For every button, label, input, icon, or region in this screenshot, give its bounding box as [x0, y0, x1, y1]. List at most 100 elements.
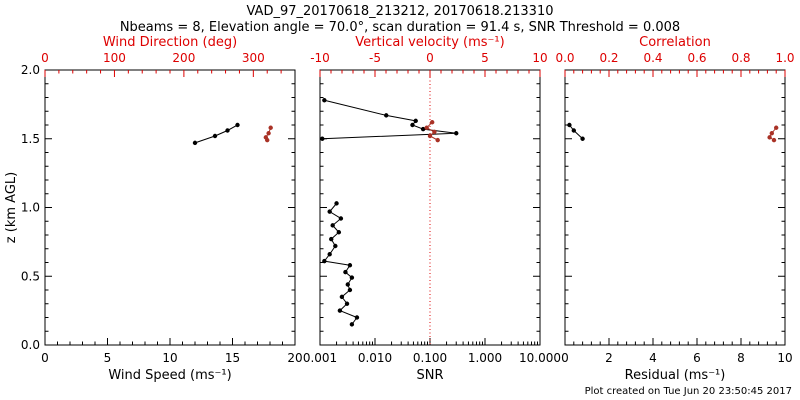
data-point	[327, 209, 332, 214]
panel-residual: 0 2 4 6 8 10 Residual (ms⁻¹) 0.0 0.2 0.4 0.6 0.8 1.0…	[555, 35, 794, 383]
y-tick-label: 2.0	[21, 63, 40, 77]
data-point	[571, 128, 576, 133]
series-residual	[567, 122, 585, 141]
data-point	[454, 131, 459, 136]
y-tick-label: 1.5	[21, 132, 40, 146]
data-point	[336, 230, 342, 235]
series-vertical-velocity	[424, 120, 440, 143]
panel-wind: 0.0 0.5 1.0 1.5 2.0 z (km AGL) 0 5 10 15 20 Wind Sp…	[4, 35, 303, 383]
data-point	[435, 137, 440, 143]
plot-created-timestamp: Plot created on Tue Jun 20 23:50:45 2017	[585, 386, 792, 397]
data-point	[424, 125, 429, 130]
data-point	[384, 113, 389, 118]
data-point	[420, 126, 426, 132]
x-tick-label: 0.001	[303, 351, 337, 365]
data-point	[427, 133, 433, 139]
x-tick-label: -10	[310, 51, 330, 65]
data-point	[354, 315, 360, 320]
bottom-axis-title: Residual (ms⁻¹)	[625, 368, 726, 383]
series-wind-speed	[192, 122, 240, 146]
data-point	[235, 122, 240, 128]
series-line	[768, 127, 777, 141]
data-point	[345, 282, 350, 287]
x-tick-label: 1.000	[468, 351, 502, 365]
y-tick-label: 0.5	[21, 269, 40, 283]
x-tick-label: 2	[605, 351, 613, 365]
data-point	[265, 137, 270, 143]
x-tick-label: 0	[41, 351, 49, 365]
series-line	[323, 203, 358, 325]
x-tick-label: 10	[532, 51, 547, 65]
x-tick-label: 0	[41, 51, 49, 65]
top-axis-title: Wind Direction (deg)	[103, 35, 237, 50]
x-tick-label: 15	[225, 351, 240, 365]
x-tick-label: 0.010	[358, 351, 392, 365]
data-point	[337, 308, 343, 313]
plot-title: VAD_97_20170618_213212, 20170618.213310	[247, 4, 554, 19]
data-point	[334, 201, 339, 206]
bottom-axis-title: SNR	[416, 368, 443, 383]
x-tick-label: 4	[649, 351, 657, 365]
plot-frame	[564, 69, 786, 346]
data-point	[329, 236, 334, 242]
data-point	[774, 125, 779, 130]
series-wind-direction	[263, 125, 273, 143]
x-tick-label: 0	[426, 51, 434, 65]
data-point	[347, 287, 353, 293]
x-tick-label: 200	[172, 51, 195, 65]
data-point	[192, 140, 198, 146]
data-point	[212, 133, 218, 139]
x-tick-label: 5	[104, 351, 112, 365]
x-tick-label: 10	[777, 351, 792, 365]
x-tick-label: 5	[481, 51, 489, 65]
data-point	[567, 122, 572, 128]
data-point	[347, 263, 353, 268]
x-tick-label: -5	[369, 51, 381, 65]
data-point	[266, 131, 271, 136]
data-point	[333, 243, 338, 249]
data-point	[410, 122, 415, 128]
x-tick-label: 0.2	[599, 51, 618, 65]
x-tick-label: 6	[693, 351, 701, 365]
data-point	[339, 294, 345, 300]
data-point	[225, 128, 230, 133]
x-tick-label: 20	[287, 351, 302, 365]
y-axis-title: z (km AGL)	[4, 172, 19, 243]
data-point	[771, 137, 777, 143]
series-snr-lower	[322, 201, 360, 327]
data-point	[430, 120, 435, 125]
x-tick-label: 300	[242, 51, 265, 65]
plot-subtitle: Nbeams = 8, Elevation angle = 70.0°, sca…	[120, 20, 680, 35]
x-tick-label: 10	[162, 351, 177, 365]
data-point	[327, 252, 332, 257]
data-point	[343, 269, 348, 275]
panel-snr: 0.001 0.010 0.100 1.000 10.000 SNR -10 -5 0 5 10 Ve…	[303, 35, 561, 383]
data-point	[769, 131, 774, 136]
x-tick-label: 1.0	[775, 51, 794, 65]
data-point	[330, 223, 335, 228]
data-point	[338, 216, 344, 221]
data-point	[432, 129, 437, 135]
x-tick-label: 8	[737, 351, 745, 365]
y-tick-label: 0.0	[21, 338, 40, 352]
x-tick-label: 0.100	[413, 351, 447, 365]
series-correlation	[767, 125, 779, 143]
data-point	[349, 322, 355, 327]
y-tick-label: 1.0	[21, 201, 40, 215]
data-point	[320, 136, 325, 141]
data-point	[322, 258, 327, 264]
x-tick-label: 0	[561, 351, 569, 365]
data-point	[580, 136, 585, 141]
x-tick-label: 0.6	[687, 51, 706, 65]
top-axis-title: Vertical velocity (ms⁻¹)	[355, 35, 504, 50]
top-axis-title: Correlation	[639, 35, 711, 50]
data-point	[268, 125, 273, 130]
data-point	[344, 301, 350, 306]
series-snr-upper	[320, 98, 459, 141]
plot-frame	[44, 69, 296, 346]
data-point	[349, 275, 355, 280]
bottom-axis-title: Wind Speed (ms⁻¹)	[108, 368, 231, 383]
x-tick-label: 0.4	[643, 51, 662, 65]
